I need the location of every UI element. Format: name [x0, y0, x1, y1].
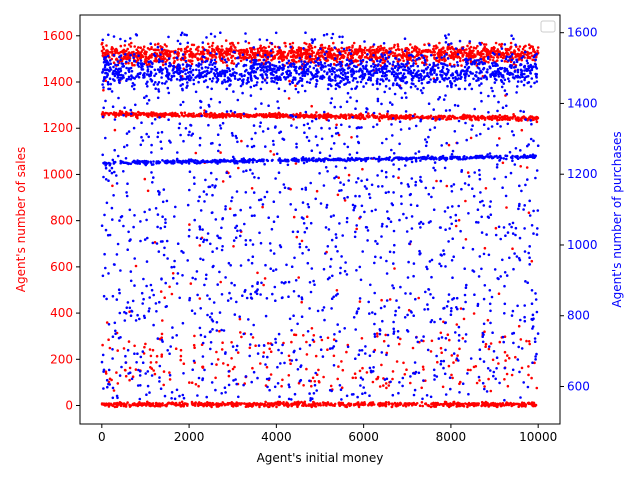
- x-tick-label: 6000: [348, 430, 379, 444]
- scatter-points: [100, 31, 540, 402]
- right-y-tick-label: 1600: [567, 26, 598, 40]
- x-tick-label: 8000: [436, 430, 467, 444]
- legend-box: [540, 20, 556, 33]
- left-y-tick-label: 1400: [42, 75, 73, 89]
- sales-points: [100, 39, 540, 409]
- left-y-tick-label: 200: [50, 352, 73, 366]
- left-y-tick-label: 0: [65, 399, 73, 413]
- left-y-axis-title: Agent's number of sales: [14, 147, 28, 293]
- right-y-tick-label: 1000: [567, 238, 598, 252]
- left-y-tick-label: 800: [50, 214, 73, 228]
- right-y-tick-label: 1200: [567, 167, 598, 181]
- right-y-axis: 600 800 1000 1200 1400 1600: [560, 26, 598, 393]
- x-axis-title: Agent's initial money: [257, 451, 384, 465]
- left-y-axis: 0 200 400 600 800 1000 1200 1400 1600: [42, 29, 80, 413]
- right-y-axis-title: Agent's number of purchases: [610, 131, 624, 307]
- left-y-tick-label: 1200: [42, 121, 73, 135]
- left-y-tick-label: 400: [50, 306, 73, 320]
- right-y-tick-label: 600: [567, 379, 590, 393]
- scatter-points: [100, 39, 540, 409]
- x-axis: 0 2000 4000 6000 8000 10000: [98, 424, 557, 444]
- right-y-tick-label: 1400: [567, 96, 598, 110]
- left-y-tick-label: 600: [50, 260, 73, 274]
- x-tick-label: 2000: [174, 430, 205, 444]
- left-y-tick-label: 1000: [42, 167, 73, 181]
- x-tick-label: 0: [98, 430, 106, 444]
- x-tick-label: 4000: [261, 430, 292, 444]
- left-y-tick-label: 1600: [42, 29, 73, 43]
- plot-frame: [79, 14, 561, 425]
- purchases-points: [100, 31, 540, 402]
- right-y-tick-label: 800: [567, 309, 590, 323]
- x-tick-label: 10000: [519, 430, 557, 444]
